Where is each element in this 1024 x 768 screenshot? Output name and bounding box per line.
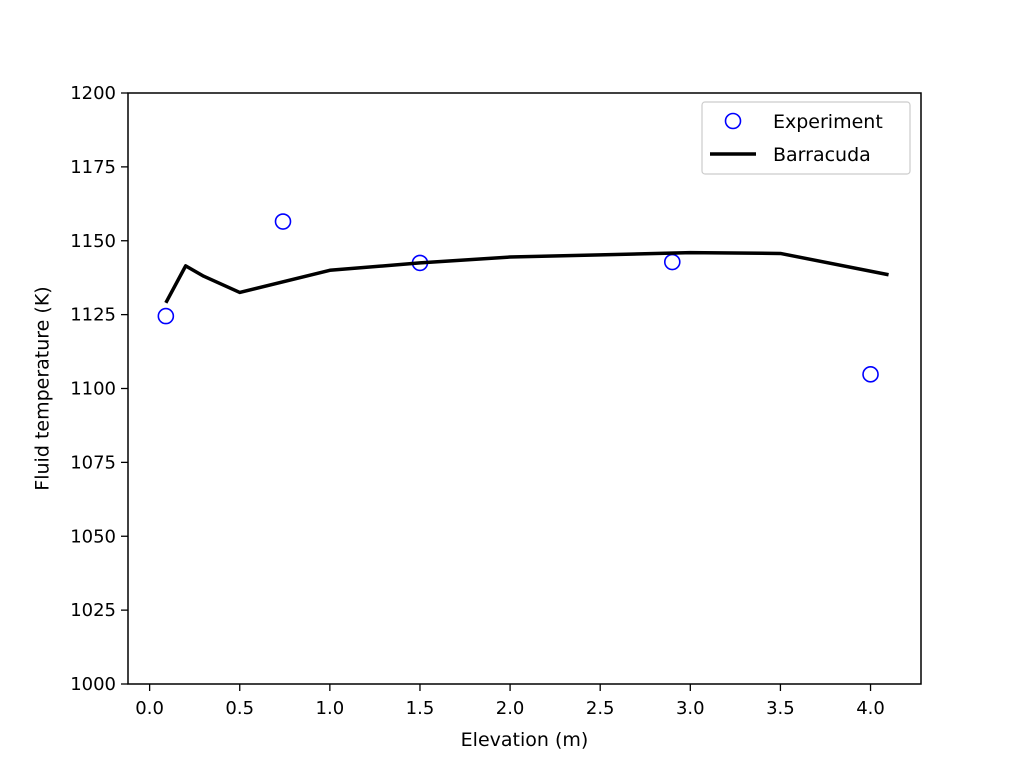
y-tick-label: 1000 <box>70 674 116 695</box>
x-tick-label: 0.0 <box>135 698 164 719</box>
legend-marker-experiment <box>724 112 742 130</box>
y-axis-label: Fluid temperature (K) <box>32 286 54 490</box>
y-tick-label: 1025 <box>70 600 116 621</box>
x-tick-label: 2.0 <box>496 698 525 719</box>
series-line-barracuda <box>164 250 889 304</box>
y-tick-label: 1075 <box>70 452 116 473</box>
legend-label-barracuda: Barracuda <box>773 144 871 166</box>
x-tick-label: 3.5 <box>766 698 795 719</box>
x-tick-label: 1.0 <box>316 698 345 719</box>
y-tick-label: 1175 <box>70 157 116 178</box>
experiment-point <box>274 213 292 230</box>
x-tick-label: 4.0 <box>856 698 885 719</box>
legend-box <box>701 101 911 175</box>
y-tick-label: 1200 <box>70 83 116 104</box>
y-tick-label: 1100 <box>70 379 116 400</box>
x-tick-label: 3.0 <box>676 698 705 719</box>
x-tick-label: 0.5 <box>225 698 254 719</box>
x-tick-label: 1.5 <box>406 698 435 719</box>
legend: Experiment Barracuda <box>701 101 911 175</box>
y-tick-label: 1050 <box>70 526 116 547</box>
plot-area <box>157 213 889 383</box>
y-tick-label: 1125 <box>70 305 116 326</box>
y-tick-label: 1150 <box>70 231 116 252</box>
x-axis-label: Elevation (m) <box>461 729 589 751</box>
axis-ticks: 0.0 0.5 1.0 1.5 2.0 2.5 3.0 3.5 4.0 1000 1025 1050 1… <box>70 83 885 719</box>
legend-label-experiment: Experiment <box>773 111 883 133</box>
experiment-point <box>862 366 879 383</box>
experiment-point <box>157 307 175 325</box>
x-tick-label: 2.5 <box>586 698 615 719</box>
